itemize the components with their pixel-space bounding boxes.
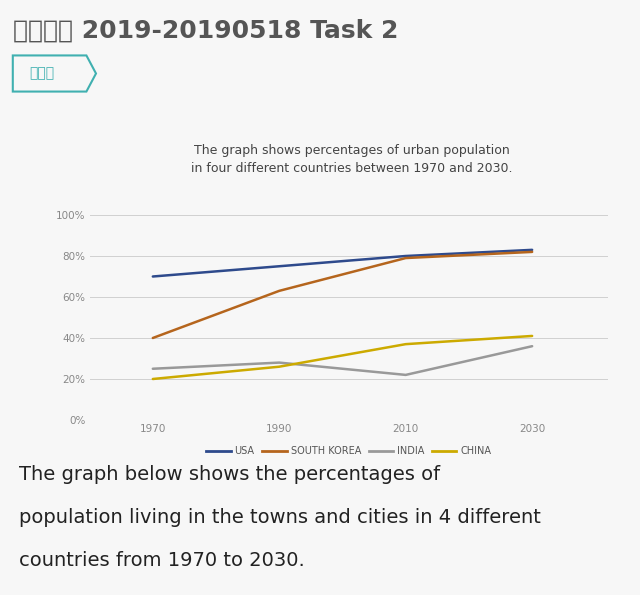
Text: 写作真题 2019-20190518 Task 2: 写作真题 2019-20190518 Task 2	[13, 18, 398, 42]
Legend: USA, SOUTH KOREA, INDIA, CHINA: USA, SOUTH KOREA, INDIA, CHINA	[202, 443, 495, 461]
Text: The graph below shows the percentages of: The graph below shows the percentages of	[19, 465, 440, 484]
Text: population living in the towns and cities in 4 different: population living in the towns and citie…	[19, 508, 541, 527]
Text: 线形图: 线形图	[29, 67, 54, 80]
Text: countries from 1970 to 2030.: countries from 1970 to 2030.	[19, 551, 305, 570]
Text: The graph shows percentages of urban population
in four different countries betw: The graph shows percentages of urban pop…	[191, 145, 513, 176]
